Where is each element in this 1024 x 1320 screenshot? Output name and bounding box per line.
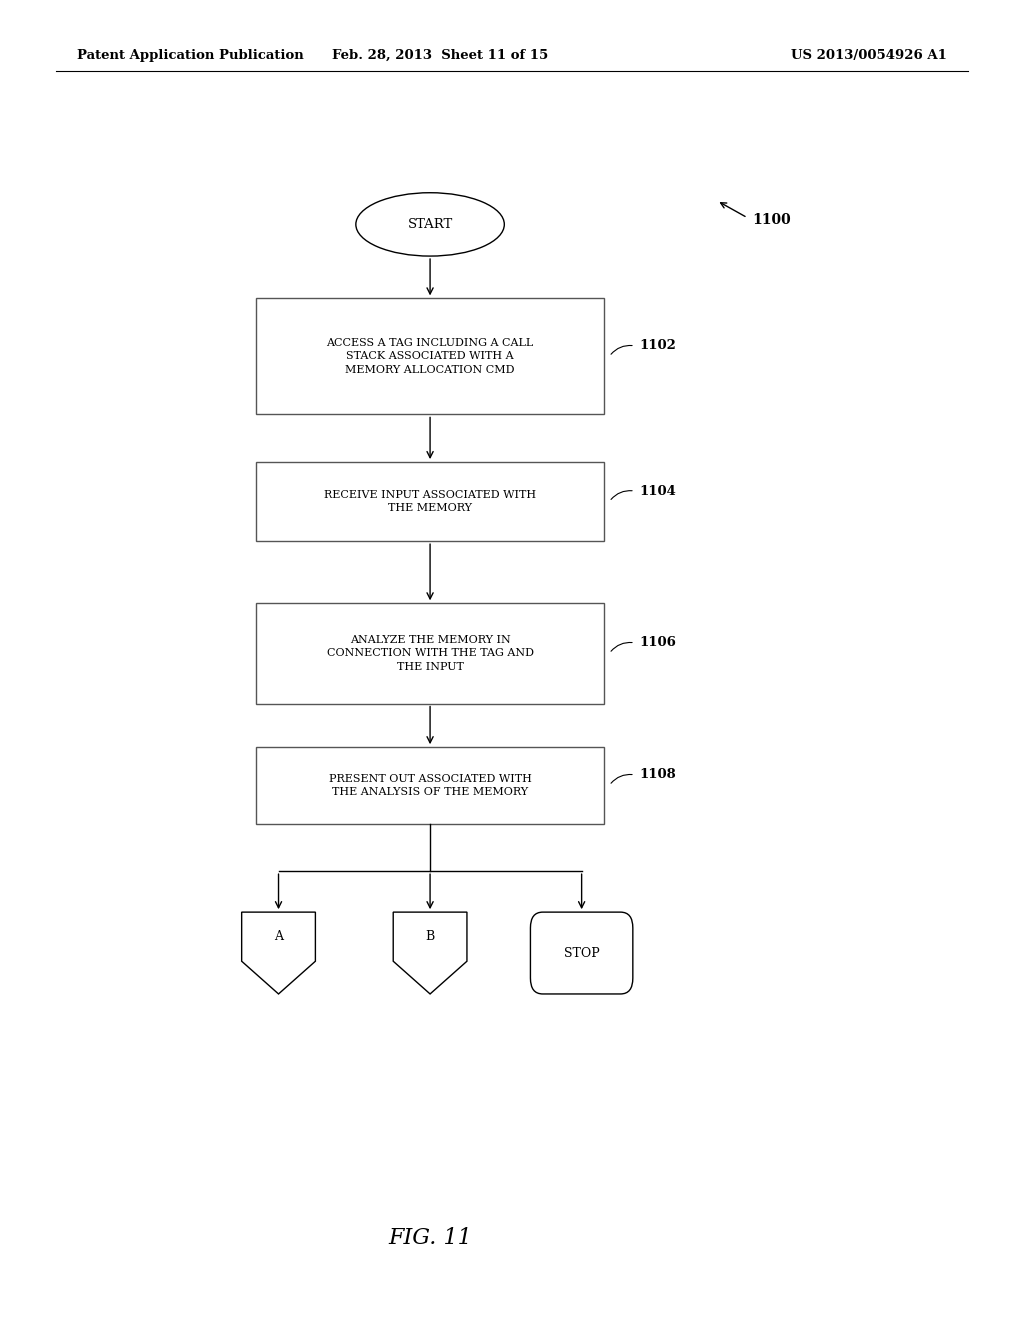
Text: US 2013/0054926 A1: US 2013/0054926 A1 <box>792 49 947 62</box>
Text: 1102: 1102 <box>639 339 676 352</box>
Ellipse shape <box>356 193 504 256</box>
Polygon shape <box>393 912 467 994</box>
Bar <box>256 298 604 414</box>
Text: 1106: 1106 <box>639 636 676 649</box>
Text: ANALYZE THE MEMORY IN
CONNECTION WITH THE TAG AND
THE INPUT: ANALYZE THE MEMORY IN CONNECTION WITH TH… <box>327 635 534 672</box>
Text: FIG. 11: FIG. 11 <box>388 1228 472 1249</box>
Polygon shape <box>242 912 315 994</box>
Text: Patent Application Publication: Patent Application Publication <box>77 49 303 62</box>
Bar <box>256 747 604 824</box>
Text: PRESENT OUT ASSOCIATED WITH
THE ANALYSIS OF THE MEMORY: PRESENT OUT ASSOCIATED WITH THE ANALYSIS… <box>329 774 531 797</box>
Text: 1108: 1108 <box>639 768 676 781</box>
Text: Feb. 28, 2013  Sheet 11 of 15: Feb. 28, 2013 Sheet 11 of 15 <box>332 49 549 62</box>
Text: RECEIVE INPUT ASSOCIATED WITH
THE MEMORY: RECEIVE INPUT ASSOCIATED WITH THE MEMORY <box>324 490 537 513</box>
Text: A: A <box>274 931 283 944</box>
Text: STOP: STOP <box>564 946 599 960</box>
Text: 1104: 1104 <box>639 484 676 498</box>
Text: B: B <box>425 931 435 944</box>
Text: START: START <box>408 218 453 231</box>
Text: 1100: 1100 <box>753 214 792 227</box>
Bar <box>256 603 604 704</box>
Bar <box>256 462 604 541</box>
FancyBboxPatch shape <box>530 912 633 994</box>
Text: ACCESS A TAG INCLUDING A CALL
STACK ASSOCIATED WITH A
MEMORY ALLOCATION CMD: ACCESS A TAG INCLUDING A CALL STACK ASSO… <box>327 338 534 375</box>
